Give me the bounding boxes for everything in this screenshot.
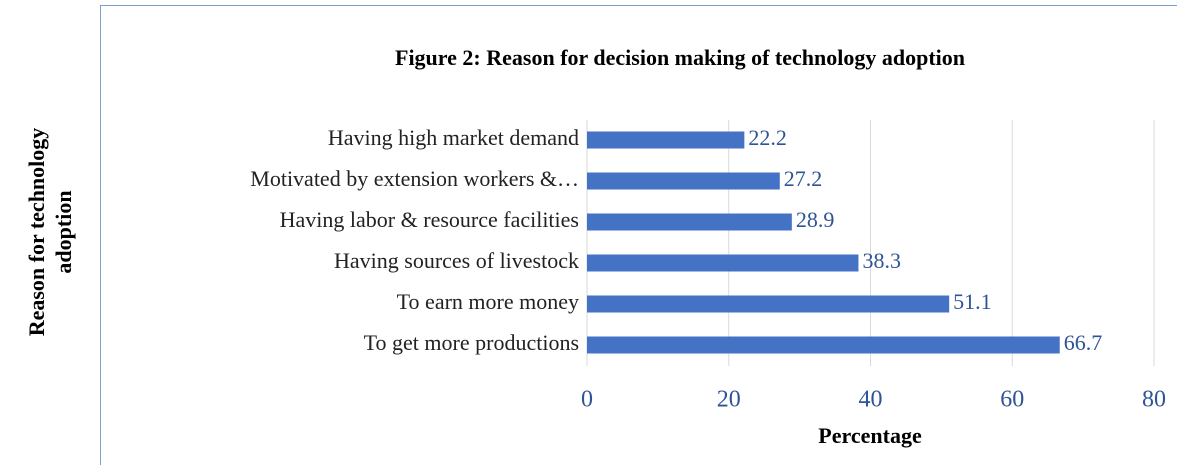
value-label: 28.9 <box>796 207 835 232</box>
bar <box>587 336 1060 354</box>
x-tick-label: 20 <box>717 387 741 413</box>
y-tick-label: To earn more money <box>397 289 579 314</box>
chart-title: Figure 2: Reason for decision making of … <box>395 45 965 70</box>
bar <box>587 172 780 190</box>
x-axis-label: Percentage <box>818 423 922 448</box>
value-label: 22.2 <box>748 125 787 150</box>
bar <box>587 131 745 149</box>
y-tick-label: Having labor & resource facilities <box>280 207 579 232</box>
y-tick-label: Having sources of livestock <box>334 248 579 273</box>
value-label: 27.2 <box>784 166 823 191</box>
y-tick-label: To get more productions <box>364 330 579 355</box>
bar <box>587 254 859 272</box>
bar <box>587 295 950 313</box>
x-tick-label: 80 <box>1142 387 1166 413</box>
value-label: 38.3 <box>862 248 901 273</box>
bar <box>587 213 792 231</box>
y-tick-label: Having high market demand <box>328 125 579 150</box>
x-tick-label: 60 <box>1000 387 1024 413</box>
y-axis-label: Reason for technology adoption <box>24 127 76 337</box>
value-label: 66.7 <box>1064 330 1103 355</box>
x-tick-label: 40 <box>859 387 883 413</box>
chart-frame <box>100 5 1177 465</box>
y-tick-label: Motivated by extension workers &… <box>250 166 579 191</box>
value-label: 51.1 <box>953 289 992 314</box>
x-tick-label: 0 <box>581 387 593 413</box>
